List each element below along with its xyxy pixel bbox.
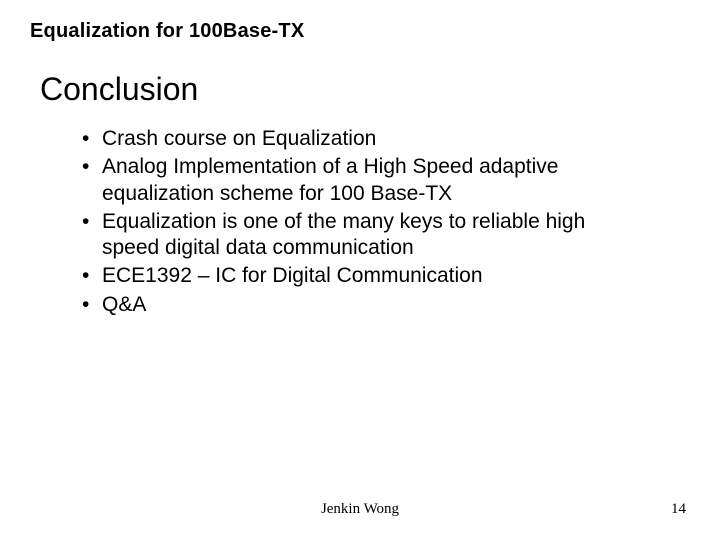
footer-author: Jenkin Wong [0,501,720,518]
slide-header: Equalization for 100Base-TX [30,20,690,43]
list-item: Analog Implementation of a High Speed ad… [82,154,642,207]
list-item: Q&A [82,292,642,318]
list-item: Equalization is one of the many keys to … [82,209,642,262]
list-item: ECE1392 – IC for Digital Communication [82,263,642,289]
list-item: Crash course on Equalization [82,126,642,152]
bullet-list: Crash course on Equalization Analog Impl… [82,126,642,318]
slide: Equalization for 100Base-TX Conclusion C… [0,0,720,540]
footer-page-number: 14 [671,501,686,518]
slide-title: Conclusion [40,71,690,108]
